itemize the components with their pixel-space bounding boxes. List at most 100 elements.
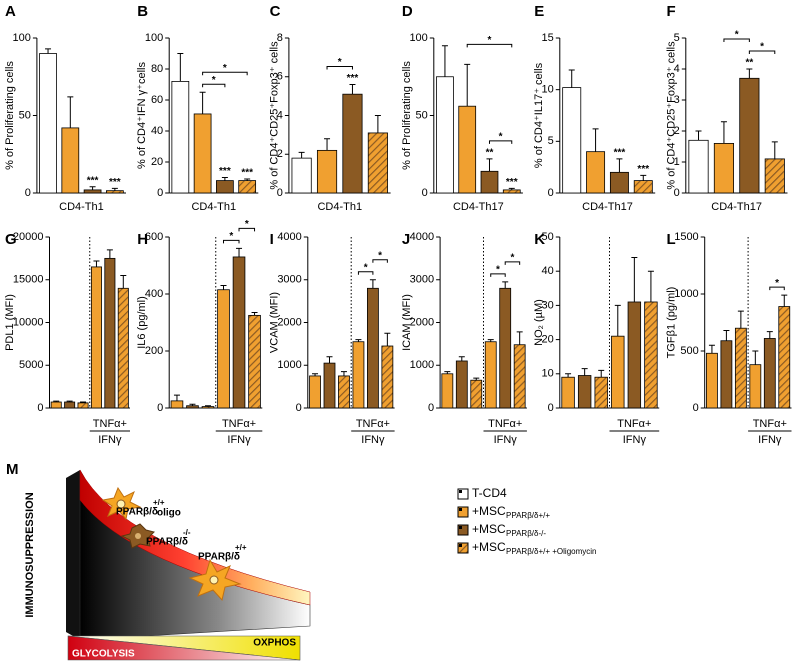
error-bar bbox=[565, 373, 572, 378]
error-bar bbox=[204, 405, 211, 407]
y-tick-label: 4000 bbox=[410, 231, 434, 243]
y-tick-label: 0 bbox=[296, 402, 302, 414]
significance-bracket bbox=[372, 259, 388, 263]
x-axis-label: TNFα+ bbox=[617, 418, 651, 430]
bar bbox=[367, 132, 388, 194]
error-bar bbox=[581, 368, 588, 376]
bar bbox=[170, 400, 184, 409]
significance-stars: *** bbox=[241, 168, 253, 179]
error-bar bbox=[486, 158, 493, 172]
error-bar bbox=[236, 247, 243, 257]
significance-label: * bbox=[488, 35, 492, 46]
error-bar bbox=[592, 128, 599, 152]
y-tick-label: 80 bbox=[151, 63, 163, 75]
bar bbox=[367, 287, 379, 409]
error-bar bbox=[473, 377, 480, 381]
y-tick-label: 600 bbox=[145, 231, 163, 243]
y-tick-label: 15 bbox=[542, 32, 554, 44]
bar bbox=[577, 375, 592, 409]
y-tick-label: 40 bbox=[542, 265, 554, 277]
x-axis-label: IFNγ bbox=[758, 434, 782, 446]
panel-letter: L bbox=[667, 231, 676, 248]
error-bar bbox=[369, 279, 376, 289]
bar bbox=[778, 306, 791, 409]
error-bar bbox=[502, 281, 509, 289]
error-bar bbox=[720, 121, 727, 144]
bar bbox=[238, 180, 257, 194]
error-bar bbox=[616, 158, 623, 173]
panel-letter: H bbox=[137, 231, 148, 248]
x-axis-label: IFNγ bbox=[98, 434, 122, 446]
y-tick-label: 0 bbox=[428, 402, 434, 414]
bar bbox=[502, 189, 521, 194]
y-axis-label: IL6 (pg/ml) bbox=[136, 296, 148, 349]
bar bbox=[77, 402, 89, 409]
error-bar bbox=[723, 329, 730, 341]
bar bbox=[627, 301, 642, 409]
bar bbox=[171, 81, 190, 194]
legend-label: +MSC bbox=[472, 540, 506, 554]
legend-label: +MSC bbox=[472, 504, 506, 518]
error-bar bbox=[464, 63, 471, 107]
significance-stars: *** bbox=[506, 177, 518, 188]
panel-letter: K bbox=[534, 231, 545, 248]
significance-label: * bbox=[245, 219, 249, 230]
y-tick-label: 3 bbox=[674, 94, 680, 106]
legend-dot bbox=[459, 508, 462, 511]
cell-label: PPARβ/δ bbox=[146, 537, 188, 548]
significance-label: * bbox=[212, 75, 216, 86]
cell-nucleus bbox=[116, 499, 126, 509]
significance-stars: ** bbox=[745, 58, 753, 69]
error-bar bbox=[647, 270, 654, 302]
y-tick-label: 20 bbox=[151, 156, 163, 168]
legend-dot bbox=[459, 544, 462, 547]
bar bbox=[309, 375, 321, 409]
x-axis-label: TNFα+ bbox=[93, 418, 127, 430]
error-bar bbox=[93, 260, 100, 267]
error-bar bbox=[746, 68, 753, 79]
bar bbox=[513, 344, 526, 409]
legend-swatch bbox=[457, 542, 469, 554]
y-axis-label: ICAM (MFI) bbox=[401, 294, 413, 351]
bar bbox=[352, 341, 365, 409]
x-axis-label: CD4-Th1 bbox=[59, 201, 104, 213]
significance-stars: *** bbox=[637, 164, 649, 175]
y-tick-label: 3000 bbox=[410, 274, 434, 286]
bar bbox=[216, 180, 234, 194]
y-tick-label: 3000 bbox=[277, 274, 301, 286]
bar bbox=[688, 139, 709, 194]
bar bbox=[484, 341, 497, 409]
y-tick-label: 4 bbox=[674, 63, 680, 75]
bar bbox=[470, 379, 483, 409]
error-bar bbox=[516, 331, 523, 345]
error-bar bbox=[221, 177, 228, 181]
x-axis-label: CD4-Th17 bbox=[582, 201, 633, 213]
bar bbox=[105, 190, 124, 194]
y-tick-label: 1000 bbox=[410, 359, 434, 371]
bar bbox=[594, 376, 608, 409]
y-tick-label: 5000 bbox=[19, 359, 43, 371]
error-bar bbox=[220, 284, 227, 290]
error-bar bbox=[340, 371, 347, 376]
significance-bracket bbox=[488, 140, 513, 144]
error-bar bbox=[106, 249, 113, 259]
legend-sub: PPARβ/δ-/- bbox=[506, 529, 546, 538]
legend-sub: PPARβ/δ+/+ +Oligomycin bbox=[506, 547, 597, 556]
error-bar bbox=[89, 186, 96, 190]
error-bar bbox=[120, 274, 127, 289]
error-bar bbox=[631, 257, 638, 302]
cell-label: PPARβ/δ bbox=[198, 552, 240, 563]
glycolysis-wedge bbox=[67, 635, 301, 661]
bar bbox=[763, 338, 776, 409]
bar bbox=[316, 149, 338, 194]
significance-label: * bbox=[499, 132, 503, 143]
error-bar bbox=[781, 294, 788, 307]
panel-letter: B bbox=[137, 3, 148, 20]
error-bar bbox=[444, 371, 451, 374]
bar bbox=[611, 335, 625, 409]
error-bar bbox=[737, 310, 744, 329]
x-axis-label: TNFα+ bbox=[488, 418, 522, 430]
y-tick-label: 10 bbox=[542, 368, 554, 380]
oxphos-label: OXPHOS bbox=[253, 638, 296, 649]
